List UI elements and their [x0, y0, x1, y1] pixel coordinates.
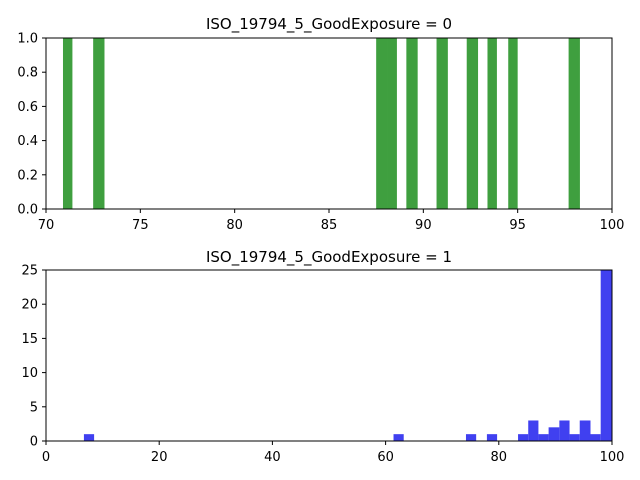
x-tick-label: 0 — [42, 450, 50, 465]
chart-title-bottom: ISO_19794_5_GoodExposure = 1 — [206, 248, 452, 267]
histogram-bar — [393, 434, 404, 441]
histogram-bar — [93, 38, 105, 209]
histogram-bar — [528, 420, 539, 441]
histogram-bar — [436, 38, 448, 209]
x-tick-label: 70 — [38, 218, 55, 233]
y-tick-label: 15 — [21, 332, 38, 347]
histogram-bar — [559, 420, 570, 441]
x-tick-label: 85 — [321, 218, 338, 233]
y-tick-label: 10 — [21, 366, 38, 381]
x-tick-label: 40 — [264, 450, 281, 465]
histogram-bar — [466, 38, 479, 209]
x-tick-label: 95 — [509, 218, 526, 233]
y-tick-label: 0.6 — [17, 100, 38, 115]
histogram-bar — [600, 270, 612, 441]
chart-title-top: ISO_19794_5_GoodExposure = 0 — [206, 15, 452, 34]
histogram-bar — [465, 434, 477, 441]
histogram-bar — [487, 38, 497, 209]
y-tick-label: 0 — [30, 435, 38, 450]
histogram-bar — [548, 427, 560, 441]
histogram-bar — [518, 434, 529, 441]
histogram-bar — [387, 38, 397, 209]
top-histogram: 70 75 80 85 90 95 100 0.0 0.2 0.4 0.6 0.8 1.0 — [17, 32, 624, 234]
y-tick-label: 25 — [21, 264, 38, 279]
y-tick-label: 0.2 — [17, 168, 38, 183]
histogram-bar — [376, 38, 388, 209]
histogram-bar — [569, 434, 580, 441]
y-tick-label: 20 — [21, 298, 38, 313]
x-tick-label: 100 — [600, 218, 625, 233]
x-tick-label: 20 — [151, 450, 168, 465]
x-tick-label: 80 — [226, 218, 243, 233]
histogram-bar — [62, 38, 73, 209]
bottom-histogram: 0 20 40 60 80 100 0 5 10 15 20 25 — [21, 264, 624, 466]
histogram-bar — [568, 38, 580, 209]
y-tick-label: 0.4 — [17, 134, 38, 149]
y-tick-label: 1.0 — [17, 32, 38, 47]
histogram-bar — [508, 38, 518, 209]
histogram-bar — [83, 434, 95, 441]
histogram-bar — [486, 434, 498, 441]
x-tick-label: 90 — [415, 218, 432, 233]
y-tick-label: 5 — [30, 400, 38, 415]
plot-frame — [45, 269, 613, 442]
x-tick-label: 75 — [132, 218, 149, 233]
plot-frame — [45, 37, 613, 210]
x-tick-label: 60 — [377, 450, 394, 465]
y-tick-label: 0.0 — [17, 203, 38, 218]
histogram-bar — [590, 434, 601, 441]
x-tick-label: 80 — [491, 450, 508, 465]
histogram-bar — [538, 434, 549, 441]
histogram-bar — [406, 38, 418, 209]
x-tick-label: 100 — [600, 450, 625, 465]
y-tick-label: 0.8 — [17, 66, 38, 81]
histogram-bar — [579, 420, 591, 441]
